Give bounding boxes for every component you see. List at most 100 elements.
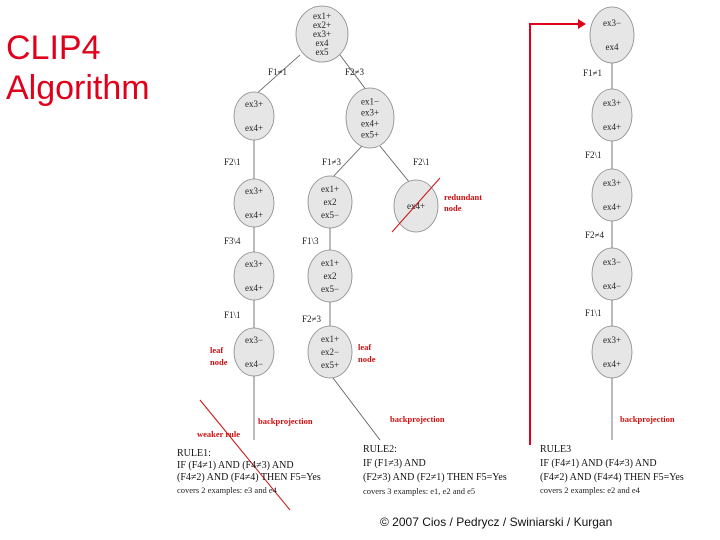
edge-label: F1\1: [585, 308, 602, 318]
node-circle: [295, 5, 349, 63]
node-example-label: ex1+: [321, 334, 339, 344]
tree-node: ex1+ ex2 ex5−: [307, 175, 353, 229]
node-example-label: ex5: [316, 47, 329, 57]
rule2-line: (F2≠3) AND (F2≠1) THEN F5=Yes: [363, 472, 507, 483]
node-circle: [233, 251, 275, 301]
page-title: CLIP4 Algorithm: [6, 28, 150, 108]
node-circle: [307, 175, 353, 229]
title-text: CLIP4 Algorithm: [6, 29, 150, 107]
edge-labels: F1≠1 F2≠3 F2\1 F1≠3 F2\1 F3\4 F1\3 F1\1 …: [224, 67, 604, 324]
node-example-label: ex2: [324, 197, 337, 207]
rule3-line: covers 2 examples: e2 and e4: [540, 485, 641, 495]
tree-nodes: ex1+ex2+ex3+ex4ex5ex3+ex4+ex1−ex3+ex4+ex…: [233, 5, 635, 379]
weaker-rule-label: weaker rule: [197, 429, 240, 439]
node-example-label: ex5+: [361, 130, 379, 140]
edge-label: F1≠3: [322, 157, 341, 167]
tree-node: ex3+ ex4+: [233, 251, 275, 301]
rule1-line: IF (F4≠1) AND (F4≠3) AND: [177, 460, 294, 471]
node-circle: [233, 178, 275, 228]
tree-node: ex3− ex4−: [591, 247, 633, 301]
rule1-block: RULE1: IF (F4≠1) AND (F4≠3) AND (F4≠2) A…: [177, 448, 321, 495]
rule2-block: RULE2: IF (F1≠3) AND (F2≠3) AND (F2≠1) T…: [363, 444, 507, 496]
rule3-block: RULE3 IF (F4≠1) AND (F4≠3) AND (F4≠2) AN…: [540, 444, 684, 495]
node-example-label: ex3+: [603, 335, 621, 345]
node-example-label: ex5+: [321, 360, 339, 370]
tree-node: ex1−ex3+ex4+ex5+: [345, 87, 395, 149]
node-circle: [591, 168, 633, 222]
node-example-label: ex3+: [245, 186, 263, 196]
node-example-label: ex4: [606, 42, 619, 52]
rule2-line: IF (F1≠3) AND: [363, 458, 426, 469]
leaf-node-label-left: node: [210, 357, 228, 367]
tree-node: ex3+ ex4+: [591, 88, 633, 142]
node-example-label: ex1−: [361, 97, 379, 107]
tree-node: ex3+ ex4+: [591, 168, 633, 222]
leaf-node-label-left: leaf: [210, 345, 223, 355]
node-example-label: ex4+: [603, 202, 621, 212]
node-example-label: ex3+: [361, 108, 379, 118]
node-circle: [345, 87, 395, 149]
node-example-label: ex3+: [603, 98, 621, 108]
rule3-line: IF (F4≠1) AND (F4≠3) AND: [540, 458, 657, 469]
node-circle: [233, 91, 275, 141]
redundant-node-label: node: [444, 203, 462, 213]
rule3-name: RULE3: [540, 444, 571, 455]
edge-label: F2≠4: [585, 230, 604, 240]
node-example-label: ex3−: [603, 18, 621, 28]
rule1-line: covers 2 examples: e3 and e4: [177, 485, 278, 495]
node-example-label: ex4+: [407, 201, 425, 211]
tree-node: ex3− ex4: [589, 6, 635, 64]
backprojection-label: backprojection: [620, 414, 675, 424]
node-example-label: ex2−: [321, 347, 339, 357]
rule1-name: RULE1:: [177, 448, 211, 459]
rule1-line: (F4≠2) AND (F4≠4) THEN F5=Yes: [177, 472, 321, 483]
tree-edges: [253, 54, 613, 441]
node-example-label: ex2: [324, 271, 337, 281]
edge-label: F2≠3: [302, 314, 321, 324]
edge-label: F1\1: [224, 310, 241, 320]
node-circle: [307, 325, 353, 379]
edge-label: F1≠1: [583, 68, 602, 78]
copyright-notice: © 2007 Cios / Pedrycz / Swiniarski / Kur…: [380, 515, 613, 529]
node-circle: [591, 88, 633, 142]
tree-node: ex3+ ex4+: [233, 91, 275, 141]
node-example-label: ex5−: [321, 284, 339, 294]
node-example-label: ex3−: [603, 257, 621, 267]
rule2-name: RULE2:: [363, 444, 397, 455]
leaf-node-label-mid: node: [358, 354, 376, 364]
node-example-label: ex1+: [313, 11, 331, 21]
node-example-label: ex4+: [245, 123, 263, 133]
node-example-label: ex3+: [313, 29, 331, 39]
node-example-label: ex3+: [245, 99, 263, 109]
leaf-node-label-mid: leaf: [358, 342, 371, 352]
node-example-label: ex4+: [245, 210, 263, 220]
node-example-label: ex4+: [603, 122, 621, 132]
node-example-label: ex3+: [603, 178, 621, 188]
node-example-label: ex3−: [245, 335, 263, 345]
node-example-label: ex4+: [361, 119, 379, 129]
node-example-label: ex2+: [313, 20, 331, 30]
node-example-label: ex4: [316, 38, 329, 48]
tree-node: ex1+ ex2 ex5−: [307, 249, 353, 303]
node-example-label: ex4−: [245, 359, 263, 369]
edge-label: F2\1: [224, 157, 241, 167]
weaker-rule-cross: [199, 399, 291, 511]
rule3-line: (F4≠2) AND (F4≠4) THEN F5=Yes: [540, 472, 684, 483]
tree-node: ex3− ex4−: [233, 327, 275, 377]
edge-label: F1≠1: [268, 67, 287, 77]
node-example-label: ex1+: [321, 258, 339, 268]
node-example-label: ex3+: [245, 259, 263, 269]
tree-node: ex3+ ex4+: [233, 178, 275, 228]
tree-node: ex1+ ex2− ex5+: [307, 325, 353, 379]
edge-label: F1\3: [302, 236, 319, 246]
node-example-label: ex4+: [245, 283, 263, 293]
edge-label: F3\4: [224, 236, 241, 246]
backprojection-label: backprojection: [258, 416, 313, 426]
redundant-node-label: redundant: [444, 192, 482, 202]
node-circle: [591, 247, 633, 301]
node-example-label: ex1+: [321, 184, 339, 194]
node-circle: [589, 6, 635, 64]
backprojection-label: backprojection: [390, 414, 445, 424]
